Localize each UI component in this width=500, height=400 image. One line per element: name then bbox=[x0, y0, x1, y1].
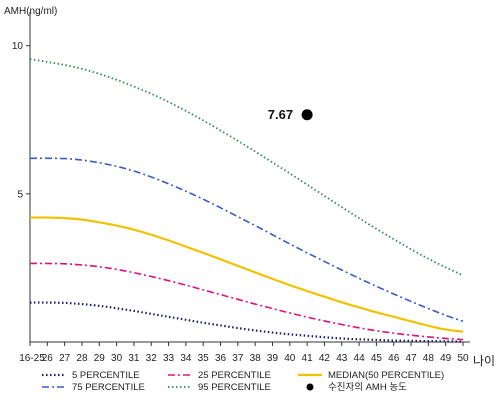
x-tick-label: 50 bbox=[457, 353, 469, 364]
x-tick-label: 36 bbox=[215, 353, 227, 364]
legend-label: 75 PERCENTILE bbox=[72, 382, 145, 393]
points-layer: 7.67 bbox=[268, 107, 313, 122]
x-tick-label: 46 bbox=[388, 353, 400, 364]
x-tick-label: 40 bbox=[284, 353, 296, 364]
series-layer bbox=[29, 58, 464, 343]
x-tick-label: 26 bbox=[42, 353, 54, 364]
x-tick-label: 27 bbox=[59, 353, 71, 364]
x-tick-label: 48 bbox=[423, 353, 435, 364]
legend-label: 수진자의 AMH 농도 bbox=[328, 382, 407, 393]
x-tick-label: 41 bbox=[302, 353, 314, 364]
x-tick-label: 16-25 bbox=[19, 353, 45, 364]
y-axis-label: AMH(ng/ml) bbox=[4, 6, 57, 17]
x-tick-label: 31 bbox=[128, 353, 140, 364]
patient-amh-value-label: 7.67 bbox=[268, 107, 293, 122]
x-tick-label: 34 bbox=[180, 353, 192, 364]
x-tick-label: 39 bbox=[267, 353, 279, 364]
x-tick-label: 29 bbox=[94, 353, 106, 364]
x-tick-label: 47 bbox=[405, 353, 417, 364]
legend: 5 PERCENTILE 25 PERCENTILE MEDIAN(50 PERCE… bbox=[42, 370, 444, 393]
legend-swatch bbox=[306, 383, 314, 391]
series-line bbox=[29, 216, 464, 333]
x-tick-label: 30 bbox=[111, 353, 123, 364]
legend-label: MEDIAN(50 PERCENTILE) bbox=[328, 370, 444, 381]
y-tick-label: 5 bbox=[17, 189, 23, 200]
x-tick-label: 42 bbox=[319, 353, 331, 364]
x-tick-label: 33 bbox=[163, 353, 175, 364]
series-line bbox=[29, 58, 464, 277]
legend-label: 25 PERCENTILE bbox=[198, 370, 271, 381]
series-line bbox=[29, 262, 464, 341]
series-line bbox=[29, 301, 464, 343]
x-tick-label: 35 bbox=[198, 353, 210, 364]
x-tick-label: 38 bbox=[250, 353, 262, 364]
x-tick-label: 28 bbox=[76, 353, 88, 364]
x-tick-label: 32 bbox=[146, 353, 158, 364]
y-tick-label: 10 bbox=[12, 41, 24, 52]
series-line bbox=[29, 157, 464, 323]
x-axis-label: 나이 bbox=[473, 354, 495, 368]
x-tick-label: 43 bbox=[336, 353, 348, 364]
x-tick-label: 44 bbox=[354, 353, 366, 364]
x-tick-label: 49 bbox=[440, 353, 452, 364]
legend-label: 5 PERCENTILE bbox=[72, 370, 140, 381]
patient-amh-point bbox=[301, 109, 313, 121]
x-tick-label: 45 bbox=[371, 353, 383, 364]
x-tick-label: 37 bbox=[232, 353, 244, 364]
legend-label: 95 PERCENTILE bbox=[198, 382, 271, 393]
